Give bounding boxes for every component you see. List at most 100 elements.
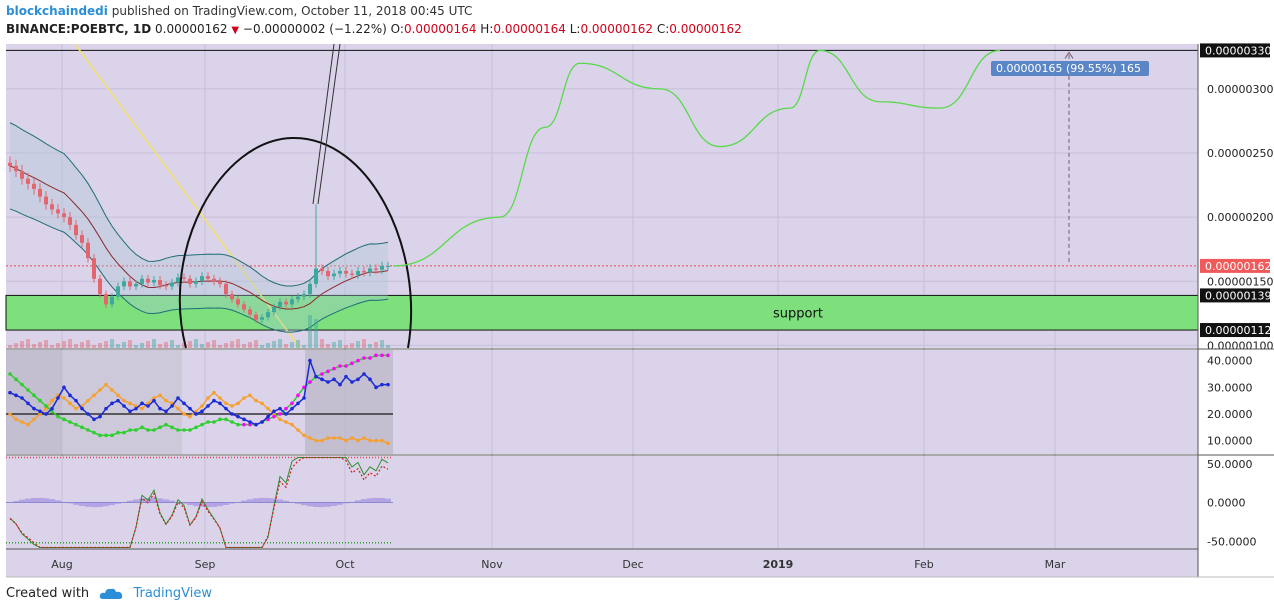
adx-line-point	[314, 374, 318, 379]
volume-bar	[194, 339, 198, 348]
candle-body	[8, 162, 12, 166]
osc-histogram-bar	[205, 502, 211, 508]
candle-body	[80, 235, 84, 243]
close-label: C:	[656, 22, 670, 36]
minus-di-line-point	[278, 417, 282, 422]
volume-bar	[44, 340, 48, 348]
measure-badge	[991, 61, 1149, 76]
osc-histogram-bar	[337, 502, 343, 505]
adx-line-point	[104, 406, 108, 411]
minus-di-line-point	[38, 412, 42, 416]
adx-tick-label: 40.0000	[1207, 355, 1253, 368]
plus-di-point	[278, 412, 282, 416]
candle-body	[386, 265, 390, 267]
minus-di-line-point	[86, 398, 90, 403]
high-value: 0.00000164	[493, 22, 566, 36]
candle-body	[350, 273, 354, 275]
osc-histogram-bar	[211, 502, 217, 507]
volume-bar	[146, 341, 150, 348]
osc-histogram-bar	[181, 502, 187, 504]
adx-line-point	[218, 401, 222, 406]
osc-histogram-bar	[73, 502, 79, 505]
osc-histogram-bar	[313, 502, 319, 507]
ohlc-legend: BINANCE:POEBTC, 1D 0.00000162 ▼ −0.00000…	[6, 22, 742, 36]
minus-di-line-point	[116, 393, 120, 398]
adx-tick-label: 10.0000	[1207, 435, 1253, 448]
volume-bar	[308, 315, 312, 348]
volume-bar	[140, 343, 144, 348]
zone-bottom-badge	[1200, 323, 1270, 338]
plus-di-point	[128, 428, 132, 432]
volume-bar	[386, 345, 390, 348]
osc-histogram-bar	[199, 502, 205, 507]
plus-di-point	[188, 428, 192, 432]
minus-di-line-point	[68, 401, 72, 406]
osc-histogram-bar	[295, 502, 301, 504]
plus-di-point	[146, 428, 150, 432]
plus-di-point	[32, 393, 36, 398]
adx-line-point	[158, 406, 162, 411]
volume-bar	[182, 343, 186, 348]
minus-di-line-point	[326, 436, 330, 440]
osc-histogram-bar	[25, 498, 31, 503]
osc-histogram-bar	[241, 500, 247, 503]
osc-histogram-bar	[223, 502, 229, 505]
plus-di-point	[308, 380, 312, 384]
volume-bar	[104, 341, 108, 348]
minus-di-line-point	[254, 398, 258, 403]
volume-bar	[338, 340, 342, 348]
zone-top-badge	[1200, 288, 1270, 303]
plus-di-point	[212, 420, 216, 424]
candle-body	[164, 285, 168, 287]
candle-body	[284, 301, 288, 305]
target-price-label: 0.00000330	[1205, 44, 1271, 57]
candle-body	[146, 278, 150, 283]
plus-di-point	[200, 422, 204, 427]
volume-bar	[266, 343, 270, 348]
adx-line-point	[56, 396, 60, 400]
volume-bar	[218, 345, 222, 348]
candle-body	[278, 301, 282, 307]
volume-bar	[98, 343, 102, 348]
candle-body	[14, 165, 18, 171]
osc-histogram-bar	[97, 502, 103, 507]
plus-di-point	[320, 372, 324, 376]
plus-di-point	[116, 430, 120, 435]
osc-histogram-bar	[115, 502, 121, 504]
candle-body	[362, 271, 366, 273]
volume-bar	[122, 342, 126, 348]
candle-body	[344, 271, 348, 274]
plus-di-point	[338, 364, 342, 368]
plus-di-point	[236, 422, 240, 427]
plus-di-point	[272, 414, 276, 419]
published-text: published on TradingView.com, October 11…	[111, 4, 473, 18]
adx-line-point	[278, 406, 282, 411]
osc-histogram-bar	[277, 499, 283, 503]
plus-di-point	[140, 425, 144, 430]
author-link[interactable]: blockchaindedi	[6, 4, 108, 18]
adx-line-point	[254, 422, 258, 427]
tradingview-link[interactable]: TradingView	[133, 586, 212, 601]
volume-bar	[128, 340, 132, 348]
adx-line-point	[302, 396, 306, 400]
plus-di-point	[374, 353, 378, 358]
candle-body	[38, 188, 42, 197]
plus-di-point	[74, 422, 78, 427]
candle-body	[32, 183, 36, 189]
low-value: 0.00000162	[580, 22, 653, 36]
adx-line-point	[362, 372, 366, 376]
osc-histogram-bar	[43, 498, 49, 503]
osc-histogram-bar	[103, 502, 109, 507]
minus-di-line-point	[188, 414, 192, 419]
osc-histogram-bar	[79, 502, 85, 507]
volume-bar	[284, 344, 288, 348]
price-tick-label: 0.00000300	[1207, 83, 1273, 96]
plus-di-point	[218, 417, 222, 422]
support-label: support	[773, 307, 823, 322]
volume-bar	[20, 341, 24, 348]
osc-histogram-bar	[127, 500, 133, 503]
osc-histogram-bar	[253, 498, 259, 503]
volume-bar	[176, 345, 180, 348]
volume-bar	[32, 344, 36, 348]
